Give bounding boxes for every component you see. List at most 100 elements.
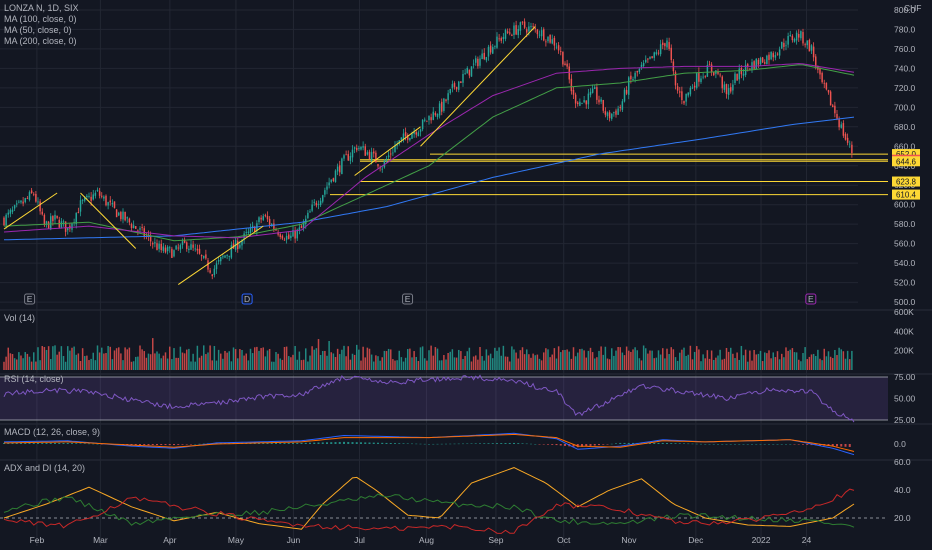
candle-body bbox=[322, 195, 324, 202]
x-tick-label: Oct bbox=[557, 535, 571, 545]
adx-line bbox=[3, 467, 855, 530]
volume-tick-label: 400K bbox=[894, 326, 914, 336]
macd-histogram-bar bbox=[772, 444, 775, 445]
candle-body bbox=[528, 26, 530, 32]
y-tick-label: 560.0 bbox=[894, 239, 916, 249]
candle-body bbox=[810, 45, 813, 51]
candle-body bbox=[596, 87, 598, 100]
macd-histogram-bar bbox=[619, 442, 622, 444]
candle-body bbox=[776, 53, 779, 55]
candle-body bbox=[394, 145, 396, 152]
macd-histogram-bar bbox=[542, 444, 545, 445]
volume-bar bbox=[759, 350, 762, 370]
volume-bar bbox=[710, 350, 713, 370]
candle-body bbox=[345, 154, 347, 156]
candle-body bbox=[217, 259, 220, 262]
macd-histogram-bar bbox=[802, 444, 804, 445]
volume-bar bbox=[804, 347, 806, 370]
candle-body bbox=[481, 53, 483, 60]
macd-histogram-bar bbox=[266, 442, 269, 444]
volume-bar bbox=[564, 349, 566, 370]
candle-body bbox=[43, 214, 46, 226]
volume-bar bbox=[489, 353, 492, 370]
volume-bar bbox=[419, 347, 422, 370]
candle-body bbox=[419, 129, 422, 132]
volume-tick-label: 600K bbox=[894, 307, 914, 317]
volume-bar bbox=[764, 352, 766, 370]
candle-body bbox=[706, 65, 709, 77]
volume-bar bbox=[517, 358, 519, 370]
volume-bar bbox=[387, 348, 390, 370]
candle-body bbox=[298, 227, 301, 231]
candle-body bbox=[462, 73, 464, 83]
macd-histogram-bar bbox=[521, 443, 524, 444]
volume-bar bbox=[613, 355, 615, 370]
candle-body bbox=[109, 200, 111, 203]
volume-bar bbox=[730, 347, 732, 370]
candle-body bbox=[130, 224, 133, 229]
volume-bar bbox=[307, 361, 309, 370]
volume-bar bbox=[706, 350, 709, 370]
candle-body bbox=[483, 52, 485, 60]
candle-body bbox=[553, 37, 556, 46]
volume-bar bbox=[836, 355, 838, 370]
volume-bar bbox=[462, 358, 464, 370]
volume-bar bbox=[156, 351, 158, 370]
volume-bar bbox=[22, 358, 24, 370]
volume-bar bbox=[98, 352, 101, 370]
y-tick-label: 720.0 bbox=[894, 83, 916, 93]
candle-body bbox=[105, 195, 107, 206]
volume-bar bbox=[778, 359, 781, 370]
candle-body bbox=[228, 255, 230, 257]
candle-body bbox=[798, 33, 800, 38]
macd-histogram-bar bbox=[296, 442, 299, 444]
candle-body bbox=[353, 147, 356, 149]
macd-histogram-bar bbox=[734, 444, 736, 445]
volume-bar bbox=[732, 353, 734, 370]
volume-bar bbox=[583, 350, 585, 370]
candle-body bbox=[815, 56, 817, 67]
macd-histogram-bar bbox=[513, 442, 515, 444]
candle-body bbox=[190, 244, 192, 250]
volume-bar bbox=[800, 361, 802, 370]
candle-body bbox=[723, 84, 726, 90]
y-tick-label: 700.0 bbox=[894, 102, 916, 112]
candle-body bbox=[825, 82, 828, 90]
macd-histogram-bar bbox=[79, 443, 82, 444]
volume-bar bbox=[753, 349, 755, 370]
candle-body bbox=[56, 215, 58, 218]
candle-body bbox=[793, 39, 796, 42]
candle-body bbox=[5, 214, 7, 226]
candle-body bbox=[447, 93, 449, 101]
volume-legend: Vol (14) bbox=[4, 313, 35, 323]
volume-bar bbox=[734, 358, 736, 370]
candle-body bbox=[409, 138, 411, 141]
candle-body bbox=[411, 133, 413, 139]
volume-bar bbox=[634, 347, 636, 370]
ma50-line bbox=[3, 64, 855, 242]
candle-body bbox=[685, 93, 687, 102]
volume-bar bbox=[636, 350, 638, 370]
candle-body bbox=[789, 35, 791, 37]
volume-bar bbox=[715, 357, 717, 370]
volume-bar bbox=[296, 359, 298, 370]
volume-bar bbox=[608, 359, 611, 370]
volume-bar bbox=[449, 351, 451, 370]
candle-body bbox=[177, 247, 179, 249]
macd-histogram-bar bbox=[100, 444, 103, 445]
volume-bar bbox=[621, 352, 624, 370]
macd-histogram-bar bbox=[759, 444, 762, 445]
candle-body bbox=[562, 51, 564, 65]
candle-body bbox=[35, 193, 37, 202]
volume-bar bbox=[691, 359, 694, 370]
macd-histogram-bar bbox=[326, 442, 328, 444]
candle-body bbox=[772, 53, 774, 58]
candle-body bbox=[198, 248, 201, 254]
candle-body bbox=[215, 263, 218, 270]
volume-bar bbox=[79, 360, 82, 370]
candle-body bbox=[557, 45, 560, 51]
candle-body bbox=[113, 201, 116, 208]
candle-body bbox=[413, 131, 415, 134]
candle-body bbox=[438, 103, 441, 116]
